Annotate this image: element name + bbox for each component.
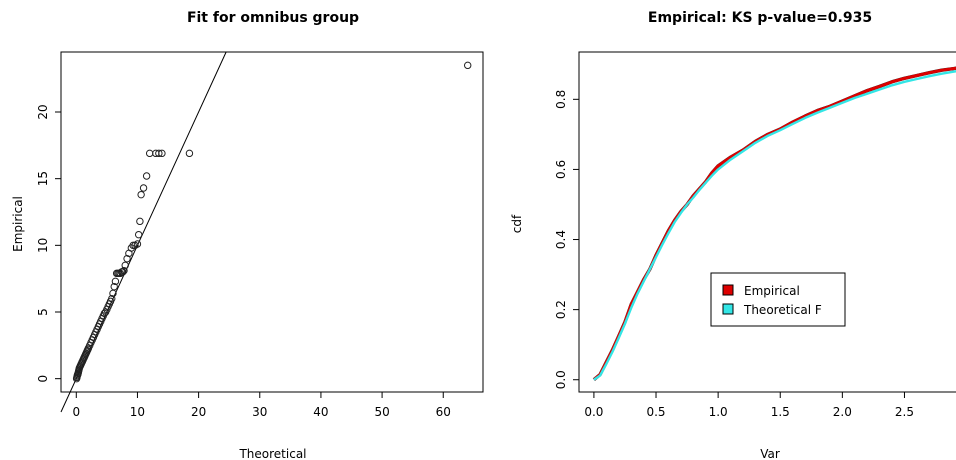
qq-plot-panel: Fit for omnibus group Theoretical Empiri… (11, 10, 484, 460)
qq-plot-title: Fit for omnibus group (187, 10, 359, 26)
series-line-empirical-outline (592, 66, 956, 382)
x-tick-label: 30 (252, 405, 267, 419)
qq-point (100, 309, 109, 318)
qq-point (139, 184, 148, 192)
x-tick-label: 20 (191, 405, 206, 419)
qq-point (155, 149, 163, 158)
qq-point (142, 172, 151, 180)
y-tick-label: 0.8 (554, 90, 568, 109)
qq-plot-box (60, 51, 484, 393)
x-tick-label: 10 (130, 405, 145, 419)
x-tick-label: 2.5 (895, 405, 914, 419)
qq-point (158, 149, 166, 158)
cdf-plot-x-axis: 0.00.51.01.52.02.53.0 (584, 392, 914, 419)
qq-point (133, 240, 142, 248)
cdf-legend: Empirical Theoretical F (710, 272, 846, 327)
y-tick-label: 0.0 (554, 370, 568, 389)
y-tick-label: 0.4 (554, 230, 568, 249)
x-tick-label: 50 (374, 405, 389, 419)
cdf-plot-box (578, 51, 956, 393)
series-line-empirical (592, 66, 956, 381)
legend-swatch-empirical (722, 284, 734, 296)
cdf-series-lines (592, 66, 956, 382)
cdf-plot-xlabel: Var (760, 447, 780, 460)
cdf-plot-panel: Empirical: KS p-value=0.935 Var cdf 0.0 0… (510, 10, 956, 460)
qq-point (111, 277, 120, 286)
cdf-plot-ylabel: cdf (510, 214, 524, 233)
legend-swatch-theoretical (722, 303, 734, 315)
qq-point (136, 217, 144, 226)
series-line-theoretical (593, 70, 956, 381)
qq-point (185, 149, 194, 158)
x-tick-label: 0.0 (584, 405, 603, 419)
qq-point (120, 266, 128, 275)
qq-point (119, 268, 127, 276)
qq-point (123, 254, 131, 263)
qq-point (108, 294, 116, 303)
qq-points (72, 61, 472, 383)
x-tick-label: 0 (72, 405, 80, 419)
y-tick-label: 10 (36, 238, 50, 253)
qq-point (137, 190, 145, 199)
qq-point (110, 282, 118, 291)
qq-point (134, 230, 143, 239)
x-tick-label: 0.5 (646, 405, 665, 419)
y-tick-label: 0 (36, 375, 50, 383)
x-tick-label: 2.0 (833, 405, 852, 419)
x-tick-label: 1.5 (771, 405, 790, 419)
qq-plot-y-axis: 0 5 10 15 20 (36, 104, 61, 382)
x-tick-label: 1.0 (709, 405, 728, 419)
qq-point (121, 261, 129, 270)
y-tick-label: 0.2 (554, 300, 568, 319)
qq-point (145, 149, 154, 158)
cdf-plot-title: Empirical: KS p-value=0.935 (648, 10, 872, 26)
y-tick-label: 20 (36, 104, 50, 119)
legend-label-empirical: Empirical (744, 284, 800, 298)
x-tick-label: 40 (313, 405, 328, 419)
qq-point (464, 61, 472, 70)
y-tick-label: 0.6 (554, 160, 568, 179)
qq-plot-xlabel: Theoretical (238, 447, 306, 460)
x-tick-label: 60 (436, 405, 451, 419)
legend-label-theoretical: Theoretical F (743, 303, 822, 317)
y-tick-label: 5 (36, 308, 50, 316)
y-tick-label: 15 (36, 171, 50, 186)
cdf-plot-y-axis: 0.0 0.2 0.4 0.6 0.8 (554, 90, 579, 389)
qq-plot-ylabel: Empirical (11, 196, 25, 252)
qq-plot-x-axis: 0 10 20 30 40 50 60 (72, 392, 451, 419)
legend-box (710, 272, 846, 327)
